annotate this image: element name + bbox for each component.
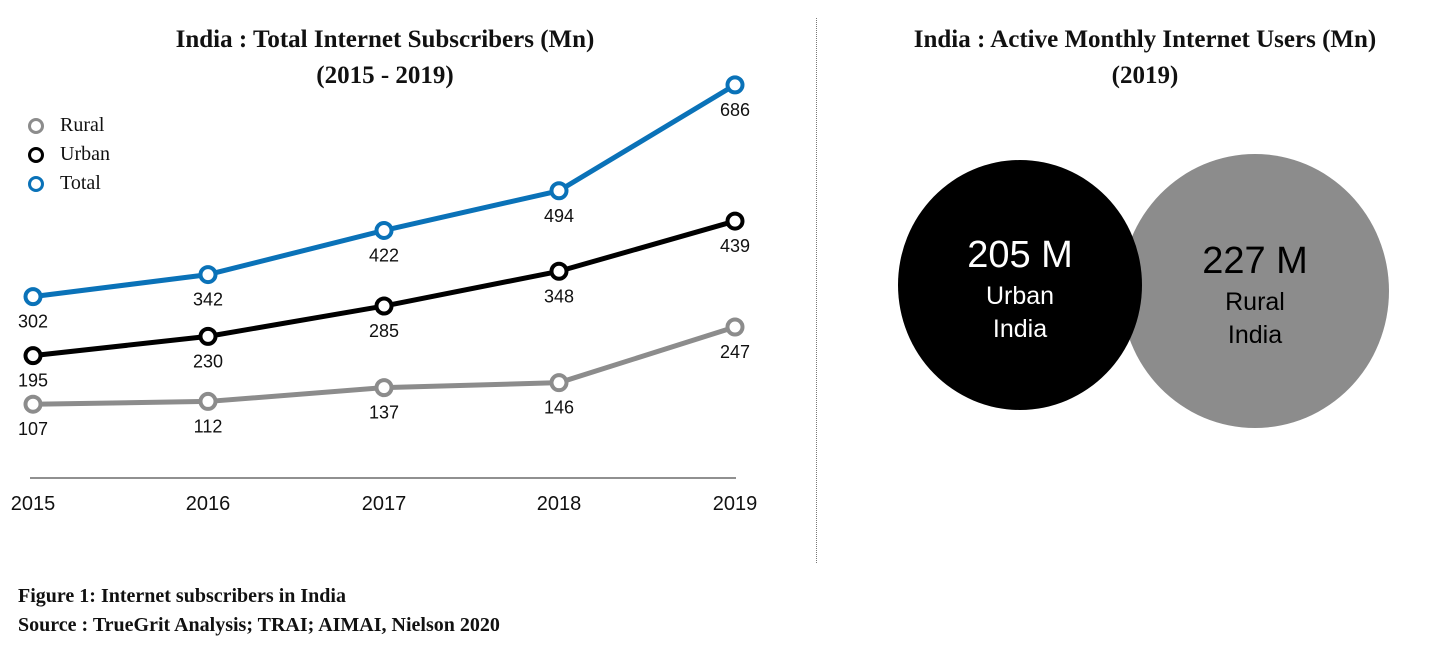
data-label-total-2018: 494	[544, 206, 574, 226]
line-chart: 2015 2016 2017 2018 2019 107 112 137 146 247 195 23…	[11, 75, 758, 515]
data-label-rural-2019: 247	[720, 342, 750, 362]
caption-figure: Figure 1: Internet subscribers in India	[18, 585, 346, 607]
data-label-rural-2016: 112	[194, 416, 223, 436]
bubble-rural	[1121, 154, 1389, 428]
x-tick-label-2015: 2015	[11, 493, 56, 515]
bubble-value-urban: 205 M	[967, 234, 1073, 276]
section-divider	[816, 18, 817, 563]
data-label-rural-2018: 146	[544, 398, 574, 418]
bubble-chart-title: India : Active Monthly Internet Users (M…	[850, 22, 1440, 94]
data-label-urban-2015: 195	[18, 371, 48, 391]
legend-item-total: Total	[28, 169, 110, 198]
bubble-sublabel-urban: India	[993, 315, 1047, 343]
point-total-2017	[374, 220, 394, 240]
point-rural-2016	[198, 391, 218, 411]
line-chart-subtitle: (2015 - 2019)	[316, 62, 454, 89]
data-label-urban-2017: 285	[369, 321, 399, 341]
legend-label-rural: Rural	[60, 114, 105, 136]
point-rural-2018	[549, 373, 569, 393]
point-urban-2017	[374, 296, 394, 316]
bubble-value-rural: 227 M	[1202, 240, 1308, 282]
legend-item-rural: Rural	[28, 111, 110, 140]
data-label-total-2015: 302	[18, 312, 48, 332]
data-label-urban-2019: 439	[720, 236, 750, 256]
x-tick-label-2017: 2017	[362, 493, 407, 515]
point-total-2016	[198, 265, 218, 285]
bubble-sublabel-rural: India	[1228, 321, 1282, 349]
figure-caption: Figure 1: Internet subscribers in India …	[18, 582, 500, 640]
legend-item-urban: Urban	[28, 140, 110, 169]
legend: Rural Urban Total	[28, 111, 110, 198]
data-label-rural-2017: 137	[369, 403, 399, 423]
line-chart-title-text: India : Total Internet Subscribers (Mn)	[175, 26, 595, 53]
bubble-label-rural: Rural	[1225, 288, 1285, 316]
data-label-rural-2015: 107	[18, 419, 48, 439]
line-chart-title: India : Total Internet Subscribers (Mn) …	[30, 22, 740, 94]
bubble-chart-title-text: India : Active Monthly Internet Users (M…	[913, 26, 1377, 53]
x-tick-label-2018: 2018	[537, 493, 582, 515]
point-urban-2018	[549, 261, 569, 281]
point-total-2019	[725, 75, 745, 95]
bubble-urban	[898, 160, 1142, 410]
point-urban-2016	[198, 326, 218, 346]
legend-label-total: Total	[60, 172, 101, 194]
bubble-chart-subtitle: (2019)	[1111, 62, 1179, 89]
bubble-chart: 205 M Urban India 227 M Rural India	[898, 154, 1389, 428]
x-tick-label-2019: 2019	[713, 493, 758, 515]
data-label-total-2017: 422	[369, 245, 399, 265]
legend-marker-rural	[28, 117, 44, 134]
data-label-total-2019: 686	[720, 100, 750, 120]
point-rural-2017	[374, 378, 394, 398]
data-label-total-2016: 342	[193, 290, 223, 310]
point-rural-2019	[725, 317, 745, 337]
point-total-2018	[549, 181, 569, 201]
point-rural-2015	[23, 394, 43, 414]
data-label-urban-2016: 230	[193, 351, 223, 371]
point-urban-2019	[725, 211, 745, 231]
point-total-2015	[23, 287, 43, 307]
data-label-urban-2018: 348	[544, 286, 574, 306]
caption-source: Source : TrueGrit Analysis; TRAI; AIMAI,…	[18, 614, 500, 636]
bubble-label-urban: Urban	[986, 282, 1054, 310]
point-urban-2015	[23, 346, 43, 366]
legend-marker-urban	[28, 146, 44, 163]
legend-marker-total	[28, 175, 44, 192]
legend-label-urban: Urban	[60, 143, 110, 165]
x-tick-label-2016: 2016	[186, 493, 231, 515]
